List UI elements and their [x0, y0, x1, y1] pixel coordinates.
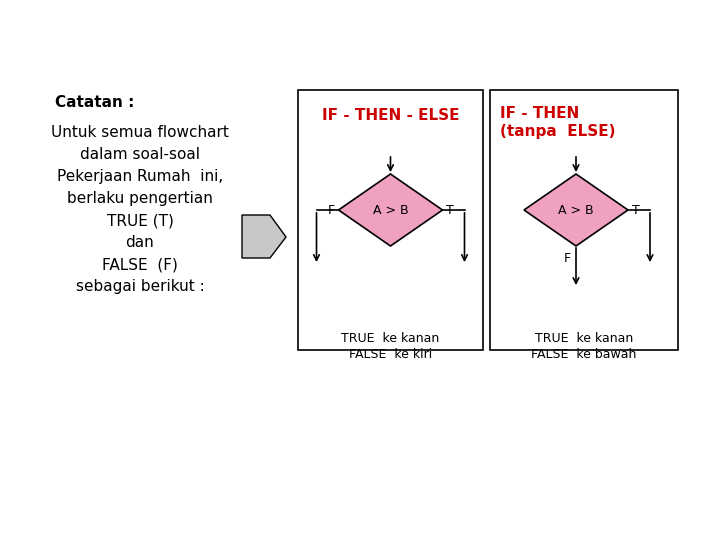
- Text: dan: dan: [125, 235, 154, 250]
- Text: TRUE  ke kanan: TRUE ke kanan: [535, 332, 633, 345]
- Text: (tanpa  ELSE): (tanpa ELSE): [500, 124, 616, 139]
- Text: IF - THEN - ELSE: IF - THEN - ELSE: [322, 108, 459, 123]
- Text: T: T: [632, 204, 640, 217]
- Text: IF - THEN: IF - THEN: [500, 106, 580, 121]
- Text: F: F: [328, 204, 335, 217]
- Polygon shape: [524, 174, 628, 246]
- Text: F: F: [564, 252, 571, 265]
- Text: Untuk semua flowchart: Untuk semua flowchart: [51, 125, 229, 140]
- Text: sebagai berikut :: sebagai berikut :: [76, 279, 204, 294]
- Polygon shape: [242, 215, 286, 258]
- Text: FALSE  ke kiri: FALSE ke kiri: [349, 348, 432, 361]
- FancyBboxPatch shape: [490, 90, 678, 350]
- Text: A > B: A > B: [558, 204, 594, 217]
- Text: FALSE  (F): FALSE (F): [102, 257, 178, 272]
- Text: TRUE (T): TRUE (T): [107, 213, 174, 228]
- FancyBboxPatch shape: [298, 90, 483, 350]
- Text: Catatan :: Catatan :: [55, 95, 135, 110]
- Text: A > B: A > B: [373, 204, 408, 217]
- Text: T: T: [446, 204, 454, 217]
- Text: FALSE  ke bawah: FALSE ke bawah: [531, 348, 636, 361]
- Text: TRUE  ke kanan: TRUE ke kanan: [341, 332, 440, 345]
- Text: dalam soal-soal: dalam soal-soal: [80, 147, 200, 162]
- Text: Pekerjaan Rumah  ini,: Pekerjaan Rumah ini,: [57, 169, 223, 184]
- Polygon shape: [338, 174, 443, 246]
- Text: berlaku pengertian: berlaku pengertian: [67, 191, 213, 206]
